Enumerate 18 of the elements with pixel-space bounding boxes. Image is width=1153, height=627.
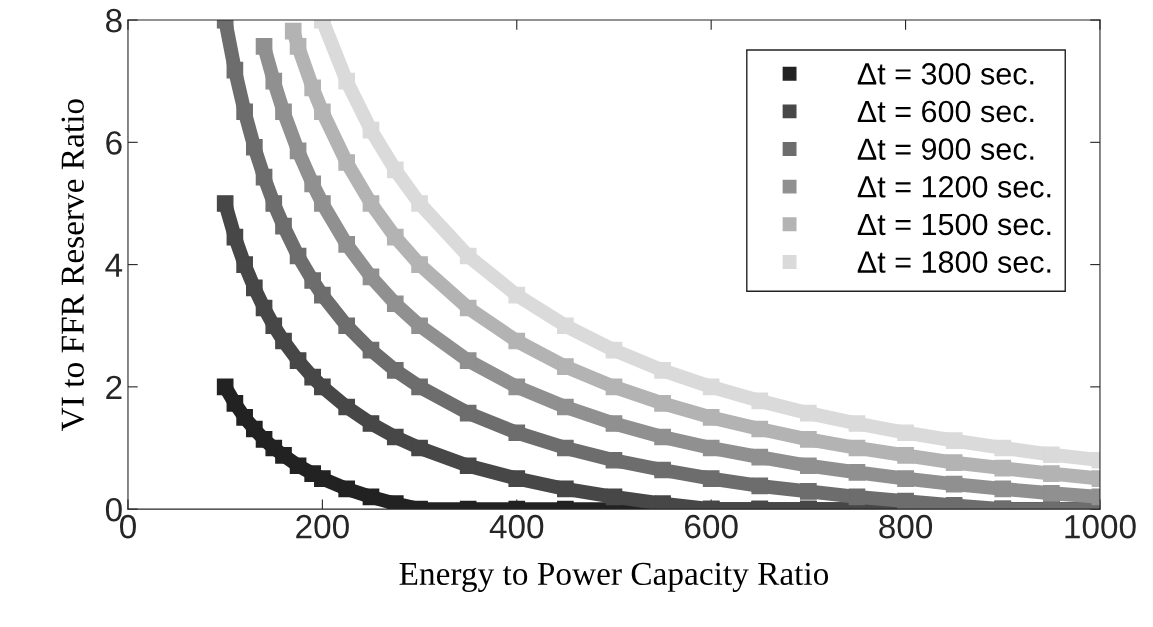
legend-label: Δt = 900 sec. xyxy=(857,138,1034,160)
y-axis-title: VI to FFR Reserve Ratio xyxy=(61,99,85,431)
legend-label: Δt = 1500 sec. xyxy=(857,213,1051,236)
x-tick-label: 1000 xyxy=(1065,514,1136,539)
legend-label: Δt = 1800 sec. xyxy=(857,251,1051,273)
x-tick-label: 800 xyxy=(879,514,933,539)
legend-label: Δt = 600 sec. xyxy=(857,100,1034,123)
x-tick-label: 600 xyxy=(685,514,738,539)
legend-label: Δt = 1200 sec. xyxy=(857,175,1051,198)
legend-label: Δt = 300 sec. xyxy=(857,63,1034,85)
y-tick-label: 4 xyxy=(105,253,123,277)
y-tick-label: 8 xyxy=(106,8,122,33)
y-tick-label: 2 xyxy=(106,375,122,399)
y-tick-label: 0 xyxy=(105,497,122,522)
x-axis-title: Energy to Power Capacity Ratio xyxy=(399,562,829,592)
y-tick-label: 6 xyxy=(106,131,122,155)
x-tick-label: 400 xyxy=(489,514,544,539)
x-tick-label: 200 xyxy=(296,514,349,539)
